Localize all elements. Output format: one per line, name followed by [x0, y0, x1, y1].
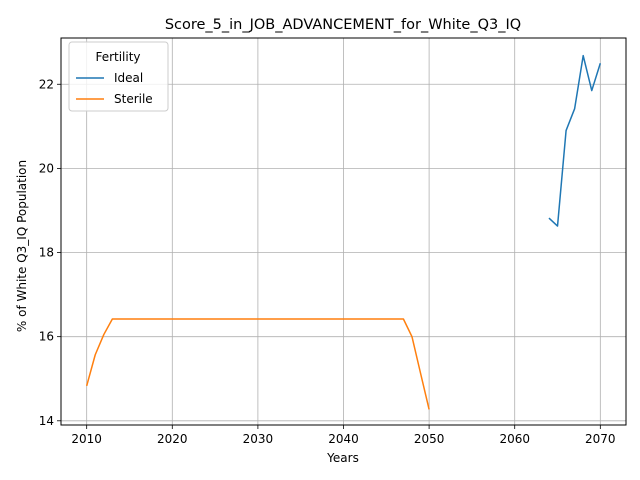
x-tick-label: 2050: [414, 432, 445, 446]
series-layer: [85, 54, 602, 410]
x-axis-label: Years: [326, 451, 359, 465]
legend-label-sterile: Sterile: [114, 92, 153, 106]
x-tick-label: 2020: [157, 432, 188, 446]
chart-title: Score_5_in_JOB_ADVANCEMENT_for_White_Q3_…: [165, 17, 521, 33]
x-tick-label: 2030: [243, 432, 274, 446]
x-tick-label: 2010: [71, 432, 102, 446]
legend: Fertility Ideal Sterile: [68, 41, 169, 112]
y-tick-label: 18: [39, 246, 54, 260]
y-tick-label: 16: [39, 330, 54, 344]
legend-title: Fertility: [95, 50, 140, 64]
series-line-sterile: [85, 318, 430, 410]
legend-label-ideal: Ideal: [114, 71, 143, 85]
series-line-ideal: [548, 54, 602, 227]
y-tick-label: 20: [39, 161, 54, 175]
x-tick-label: 2040: [328, 432, 359, 446]
x-tick-label: 2060: [499, 432, 530, 446]
x-tick-label: 2070: [585, 432, 616, 446]
y-tick-label: 14: [39, 414, 54, 428]
legend-box: [68, 41, 169, 112]
y-tick-label: 22: [39, 77, 54, 91]
tick-marks: 2010 2020 2030 2040 2050 2060 2070 14 16 18 20 22: [39, 77, 616, 446]
y-axis-label: % of White Q3_IQ Population: [15, 160, 29, 332]
